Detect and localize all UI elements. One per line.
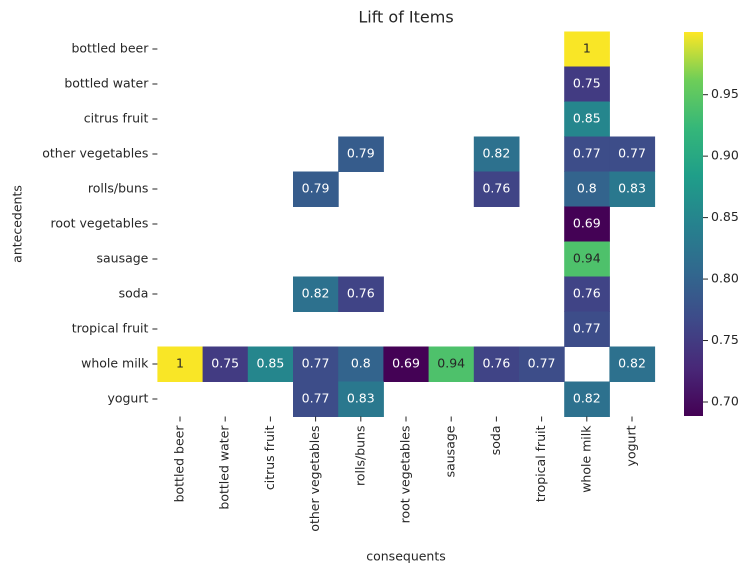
x-tick-label: soda xyxy=(488,426,503,456)
colorbar-tick-label: 0.90 xyxy=(711,148,739,163)
heatmap-cell xyxy=(564,101,610,137)
heatmap-cell xyxy=(293,346,339,382)
data-label: 0.77 xyxy=(573,321,601,336)
data-label: 0.85 xyxy=(573,111,601,126)
heatmap-cell xyxy=(609,346,656,382)
data-label: 0.79 xyxy=(347,146,375,161)
colorbar-tick-label: 0.80 xyxy=(711,271,739,286)
data-label: 0.77 xyxy=(528,356,556,371)
colorbar xyxy=(684,32,703,416)
heatmap-cell xyxy=(609,171,656,207)
data-label: 0.77 xyxy=(302,356,330,371)
y-tick-label: tropical fruit xyxy=(72,321,149,336)
data-label: 0.82 xyxy=(482,146,510,161)
data-label: 0.76 xyxy=(573,286,601,301)
heatmap-cell xyxy=(564,31,610,67)
heatmap-cell xyxy=(609,136,656,172)
heatmap-cell xyxy=(247,346,294,382)
y-tick-label: yogurt xyxy=(107,391,148,406)
heatmap-cell xyxy=(202,346,249,382)
data-label: 0.75 xyxy=(573,76,601,91)
y-tick-label: bottled beer xyxy=(71,41,149,56)
heatmap-cell xyxy=(338,136,384,172)
heatmap-cell xyxy=(338,381,384,417)
heatmap-cell xyxy=(428,346,475,382)
data-label: 0.82 xyxy=(618,356,646,371)
data-label: 0.77 xyxy=(302,391,330,406)
x-tick-label: whole milk xyxy=(578,425,593,493)
x-tick-label: bottled beer xyxy=(172,425,187,503)
heatmap-cell xyxy=(564,206,610,242)
heatmap-cell xyxy=(338,276,384,312)
heatmap-cell xyxy=(564,66,610,102)
y-tick-label: soda xyxy=(119,286,149,301)
y-tick-label: whole milk xyxy=(81,356,149,371)
data-label: 0.79 xyxy=(302,181,330,196)
x-tick-label: root vegetables xyxy=(398,426,413,524)
chart-title: Lift of Items xyxy=(358,8,453,27)
data-label: 0.94 xyxy=(573,251,601,266)
data-label: 0.77 xyxy=(618,146,646,161)
heatmap-cell xyxy=(473,136,520,172)
y-tick-label: root vegetables xyxy=(50,216,148,231)
heatmap-cell xyxy=(157,346,204,382)
heatmap-cell xyxy=(473,171,520,207)
y-tick-label: citrus fruit xyxy=(84,111,149,126)
x-tick-label: tropical fruit xyxy=(533,425,548,502)
data-label: 0.8 xyxy=(577,181,597,196)
data-label: 0.94 xyxy=(437,356,465,371)
colorbar-tick-label: 0.95 xyxy=(711,86,739,101)
heatmap-cell xyxy=(564,241,610,277)
heatmap-cell xyxy=(293,276,339,312)
data-label: 0.85 xyxy=(256,356,284,371)
data-label: 0.77 xyxy=(573,146,601,161)
heatmap-cell xyxy=(519,346,565,382)
data-label: 0.76 xyxy=(347,286,375,301)
x-tick-label: rolls/buns xyxy=(352,426,367,486)
heatmap-cell xyxy=(383,346,430,382)
heatmap-cell xyxy=(473,346,520,382)
data-label: 1 xyxy=(583,41,591,56)
data-label: 0.76 xyxy=(482,181,510,196)
heatmap-cell xyxy=(293,381,339,417)
x-tick-label: bottled water xyxy=(217,425,232,510)
data-label: 0.8 xyxy=(351,356,371,371)
data-label: 0.76 xyxy=(482,356,510,371)
heatmap-cell xyxy=(564,311,610,347)
data-label: 0.75 xyxy=(211,356,239,371)
y-tick-label: bottled water xyxy=(64,76,149,91)
colorbar-tick-label: 0.85 xyxy=(711,209,739,224)
heatmap-cell xyxy=(293,171,339,207)
y-tick-label: other vegetables xyxy=(42,146,148,161)
heatmap-cell xyxy=(564,136,610,172)
x-tick-label: citrus fruit xyxy=(262,425,277,490)
x-axis-label: consequents xyxy=(366,549,446,564)
data-label: 1 xyxy=(176,356,184,371)
heatmap-cell xyxy=(564,276,610,312)
data-label: 0.69 xyxy=(392,356,420,371)
data-label: 0.83 xyxy=(618,181,646,196)
colorbar-tick-label: 0.75 xyxy=(711,332,739,347)
y-tick-label: rolls/buns xyxy=(88,181,148,196)
heatmap-cell xyxy=(338,346,384,382)
y-tick-label: sausage xyxy=(96,251,148,266)
data-label: 0.83 xyxy=(347,391,375,406)
data-label: 0.69 xyxy=(573,216,601,231)
x-tick-label: yogurt xyxy=(624,425,639,466)
x-tick-label: other vegetables xyxy=(307,426,322,532)
heatmap-cell xyxy=(564,381,610,417)
x-tick-label: sausage xyxy=(443,425,458,477)
y-axis-label: antecedents xyxy=(10,185,25,263)
colorbar-tick-label: 0.70 xyxy=(711,393,739,408)
data-label: 0.82 xyxy=(302,286,330,301)
data-label: 0.82 xyxy=(573,391,601,406)
heatmap-cell xyxy=(564,171,610,207)
